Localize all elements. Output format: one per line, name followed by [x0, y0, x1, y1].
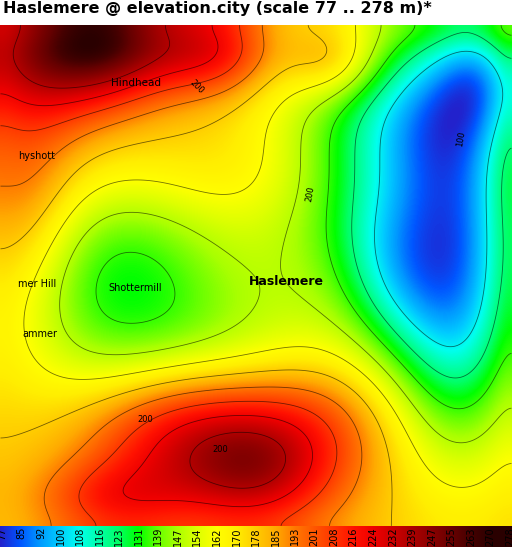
Text: 77: 77 [0, 527, 7, 540]
Text: 100: 100 [455, 130, 466, 148]
Text: Haslemere @ elevation.city (scale 77 .. 278 m)*: Haslemere @ elevation.city (scale 77 .. … [3, 1, 431, 16]
Text: 123: 123 [114, 527, 124, 545]
Text: 224: 224 [368, 527, 378, 545]
Text: ammer: ammer [23, 329, 57, 339]
Text: 131: 131 [134, 527, 144, 545]
Text: 200: 200 [138, 414, 154, 423]
Text: 278: 278 [505, 527, 512, 545]
Text: 255: 255 [446, 527, 456, 546]
Text: mer Hill: mer Hill [18, 279, 57, 289]
Text: 201: 201 [310, 527, 319, 545]
Text: 200: 200 [305, 186, 316, 203]
Text: 139: 139 [153, 527, 163, 545]
Text: 185: 185 [270, 527, 281, 545]
Text: 239: 239 [408, 527, 417, 545]
Text: 216: 216 [349, 527, 359, 545]
Text: 200: 200 [188, 78, 205, 95]
Text: 208: 208 [329, 527, 339, 545]
Text: hyshott: hyshott [18, 151, 55, 161]
Text: 270: 270 [485, 527, 496, 545]
Text: 100: 100 [56, 527, 66, 545]
Text: 170: 170 [231, 527, 242, 545]
Text: 193: 193 [290, 527, 300, 545]
Text: 263: 263 [466, 527, 476, 545]
Text: 232: 232 [388, 527, 398, 545]
Text: 116: 116 [95, 527, 104, 545]
Text: Shottermill: Shottermill [109, 283, 162, 293]
Text: 85: 85 [16, 527, 27, 539]
Text: Haslemere: Haslemere [248, 274, 324, 287]
Text: 92: 92 [36, 527, 46, 539]
Text: 108: 108 [75, 527, 85, 545]
Text: 162: 162 [212, 527, 222, 545]
Text: 200: 200 [212, 445, 228, 454]
Text: 154: 154 [193, 527, 202, 545]
Text: Hindhead: Hindhead [111, 78, 160, 88]
Text: 147: 147 [173, 527, 183, 545]
Text: 178: 178 [251, 527, 261, 545]
Text: 247: 247 [427, 527, 437, 545]
